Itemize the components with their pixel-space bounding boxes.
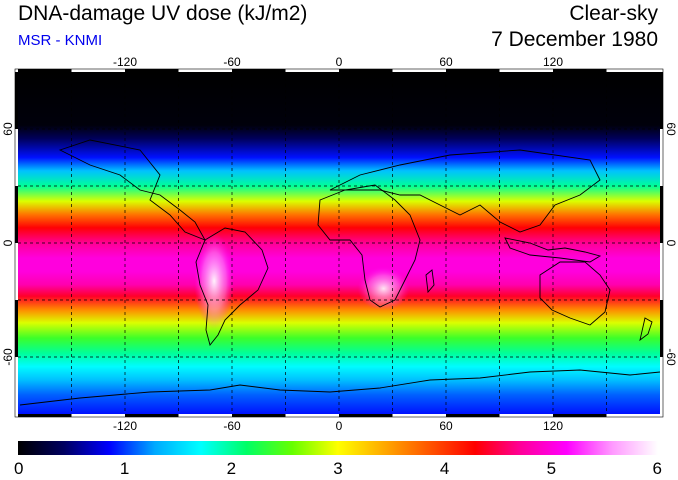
colorbar-label: 0 bbox=[14, 459, 23, 478]
lon-tick-top: -120 bbox=[113, 55, 137, 69]
frame-segment-left bbox=[15, 243, 18, 300]
frame-segment-left bbox=[15, 186, 18, 243]
lat-tick-left: 0 bbox=[1, 239, 15, 246]
tick-labels: -120 -120 -60 -60 0 0 60 60 120 120 60 60 0 0 -60 -60 bbox=[1, 55, 678, 433]
coastline-australia bbox=[539, 261, 611, 326]
frame-segment-top bbox=[446, 69, 500, 72]
lat-tick-right: -60 bbox=[664, 348, 678, 366]
colorbar-label: 1 bbox=[120, 459, 129, 478]
source-label: MSR - KNMI bbox=[18, 32, 103, 49]
lon-tick-top: 0 bbox=[336, 55, 343, 69]
frame-segment-top bbox=[232, 69, 286, 72]
frame-segment-right bbox=[660, 72, 663, 129]
hotspot-layer bbox=[194, 233, 410, 329]
frame-segment-right bbox=[660, 186, 663, 243]
coastline-madagascar bbox=[425, 269, 435, 294]
frame-segment-top bbox=[499, 69, 553, 72]
coastline-maritime bbox=[504, 237, 602, 263]
frame-segment-bottom bbox=[125, 414, 179, 417]
frame-segment-bottom bbox=[499, 414, 553, 417]
frame-segment-top bbox=[553, 69, 607, 72]
frame-segment-bottom bbox=[392, 414, 446, 417]
lon-tick-bottom: -60 bbox=[223, 419, 241, 433]
frame-segment-right bbox=[660, 300, 663, 357]
map-area bbox=[18, 72, 660, 414]
frame-segment-top bbox=[71, 69, 125, 72]
hotspot-southern-africa bbox=[357, 266, 410, 311]
lon-tick-bottom: 60 bbox=[439, 419, 453, 433]
coastline-antarctica bbox=[19, 369, 660, 406]
colorbar-labels: 0 1 2 3 4 5 6 bbox=[14, 459, 662, 478]
frame-outline bbox=[14, 68, 664, 418]
sky-condition-label: Clear-sky bbox=[569, 2, 658, 25]
frame-segment-top bbox=[606, 69, 660, 72]
frame-segment-bottom bbox=[553, 414, 607, 417]
frame-segment-left bbox=[15, 357, 18, 414]
frame-segment-bottom bbox=[285, 414, 339, 417]
map-frame bbox=[14, 68, 664, 418]
frame-segment-bottom bbox=[339, 414, 393, 417]
frame-segment-left bbox=[15, 300, 18, 357]
lon-tick-top: 60 bbox=[439, 55, 453, 69]
coastline-new-zealand bbox=[639, 317, 653, 342]
date-label: 7 December 1980 bbox=[491, 28, 658, 51]
lon-tick-bottom: -120 bbox=[113, 419, 137, 433]
colorbar-strip bbox=[18, 441, 658, 455]
colorbar-label: 5 bbox=[547, 459, 556, 478]
map-title: DNA-damage UV dose (kJ/m2) bbox=[18, 2, 308, 25]
lon-tick-bottom: 120 bbox=[543, 419, 563, 433]
frame-segment-top bbox=[339, 69, 393, 72]
frame-segment-left bbox=[15, 72, 18, 129]
colorbar-label: 4 bbox=[440, 459, 449, 478]
coastline-south-america bbox=[195, 227, 269, 346]
graticule bbox=[18, 72, 660, 414]
frame-segment-left bbox=[15, 129, 18, 186]
lat-tick-left: 60 bbox=[1, 122, 15, 136]
frame-segment-top bbox=[125, 69, 179, 72]
lon-tick-top: -60 bbox=[223, 55, 241, 69]
frame-segment-top bbox=[18, 69, 72, 72]
hotspot-andes bbox=[194, 233, 235, 329]
lon-tick-bottom: 0 bbox=[336, 419, 343, 433]
colorbar-label: 3 bbox=[333, 459, 342, 478]
coastline-africa bbox=[317, 184, 421, 308]
frame-segment-right bbox=[660, 357, 663, 414]
coastline-eurasia bbox=[329, 149, 601, 233]
lat-tick-right: 60 bbox=[664, 122, 678, 136]
frame-segment-bottom bbox=[18, 414, 72, 417]
coastlines bbox=[19, 139, 660, 406]
lat-tick-left: -60 bbox=[1, 348, 15, 366]
frame-segment-top bbox=[285, 69, 339, 72]
frame-segment-bottom bbox=[606, 414, 660, 417]
colorbar: 0 1 2 3 4 5 6 bbox=[14, 441, 662, 478]
frame-segment-bottom bbox=[71, 414, 125, 417]
colorbar-label: 6 bbox=[653, 459, 662, 478]
lat-tick-right: 0 bbox=[664, 240, 678, 247]
colorbar-label: 2 bbox=[227, 459, 236, 478]
frame-segment-bottom bbox=[446, 414, 500, 417]
frame-segment-right bbox=[660, 129, 663, 186]
frame-segment-bottom bbox=[178, 414, 232, 417]
frame-segment-top bbox=[392, 69, 446, 72]
frame-segment-top bbox=[178, 69, 232, 72]
lon-tick-top: 120 bbox=[543, 55, 563, 69]
frame-segment-bottom bbox=[232, 414, 286, 417]
frame-segment-right bbox=[660, 243, 663, 300]
